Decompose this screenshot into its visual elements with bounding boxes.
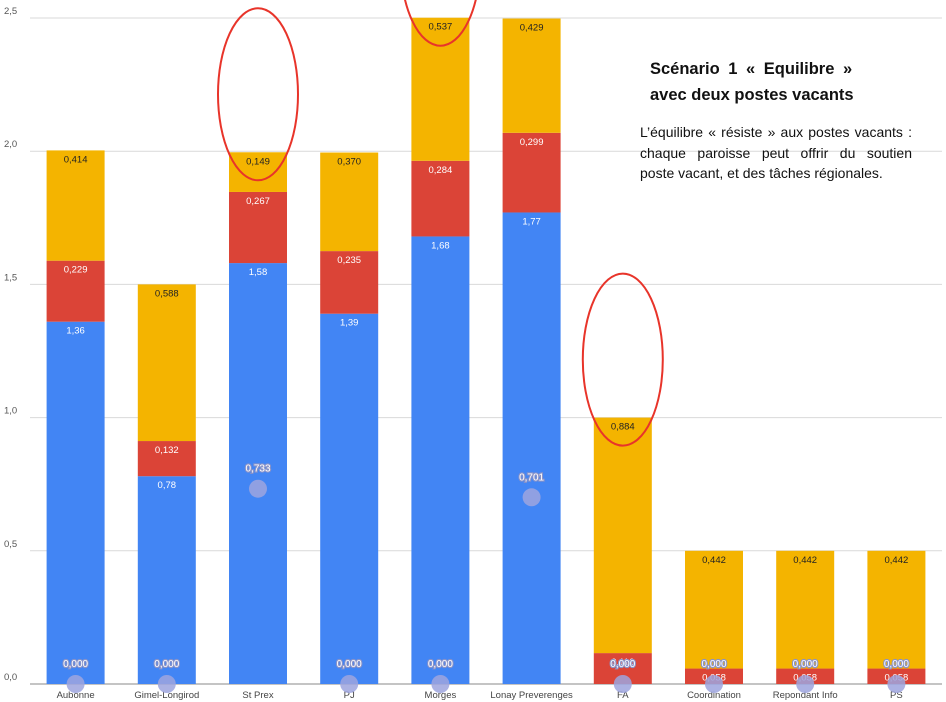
x-tick-label: Lonay Preverenges [490, 690, 573, 701]
data-label: 0,116 [611, 657, 634, 668]
marker-label: 0,000 [884, 659, 909, 670]
bar-segment [229, 152, 287, 192]
y-tick-label: 2,5 [4, 6, 17, 17]
annotation-title: Scénario 1 « Equilibre » avec deux poste… [650, 56, 912, 108]
bar-segment [411, 236, 470, 684]
marker-dot [887, 675, 906, 693]
marker-label: 0,000 [610, 659, 635, 670]
bar-segment [411, 160, 470, 237]
bar-segment [320, 152, 379, 252]
data-label: 0,267 [246, 196, 270, 207]
marker-label: 0,000 [63, 659, 88, 670]
annotation-title-line-2: avec deux postes vacants [650, 86, 854, 104]
annotation-box: Scénario 1 « Equilibre » avec deux poste… [640, 56, 912, 184]
data-label: 0,229 [64, 265, 88, 276]
bar-segment [776, 550, 835, 669]
marker-dot [613, 675, 632, 693]
data-label: 0,588 [155, 288, 179, 299]
marker-dot [157, 675, 176, 693]
highlight-ellipse [581, 272, 664, 447]
y-tick-label: 0,5 [4, 539, 17, 550]
bar-segment [46, 321, 105, 684]
data-label: 1,77 [522, 216, 541, 227]
bars: 1,36 0,229 0,414 0,78 0,132 0,588 1,58 0,267 0,1… [46, 17, 926, 685]
bar-segment [137, 476, 196, 684]
data-label: 0,414 [64, 154, 88, 165]
y-tick-label: 0,0 [4, 672, 17, 683]
bar-segment [502, 212, 561, 685]
data-label: 0,884 [611, 422, 635, 433]
data-label: 0,442 [793, 555, 817, 566]
x-tick-label: Morges [425, 690, 457, 701]
marker-label: 0,000 [428, 659, 453, 670]
x-tick-label: PJ [344, 690, 355, 701]
marker-label: 0,000 [701, 659, 726, 670]
data-label: 0,149 [246, 156, 270, 167]
data-label: 0,537 [429, 22, 453, 33]
bar-segment [137, 441, 196, 477]
bar-segment [411, 17, 470, 161]
y-tick-label: 1,0 [4, 406, 17, 417]
x-tick-label: Coordination [687, 690, 741, 701]
bar-segment [685, 550, 743, 669]
y-tick-label: 2,0 [4, 139, 17, 150]
data-label: 0,370 [337, 157, 361, 168]
marker-dot [705, 675, 723, 693]
y-axis: 0,0 0,5 1,0 1,5 2,0 2,5 [4, 6, 17, 683]
data-label: 0,235 [337, 255, 361, 266]
y-tick-label: 1,5 [4, 272, 17, 283]
data-label: 0,132 [155, 445, 179, 456]
bar-segment [320, 251, 379, 314]
marker-dot [796, 675, 815, 693]
marker-dot [340, 675, 359, 693]
bar-segment [229, 263, 287, 684]
marker-label: 0,701 [519, 472, 544, 483]
marker-label: 0,000 [154, 659, 179, 670]
data-label: 0,299 [520, 137, 544, 148]
bar-segment [502, 132, 561, 213]
data-label: 1,58 [249, 267, 268, 278]
data-label: 0,442 [885, 555, 909, 566]
bar-segment [137, 284, 196, 442]
data-label: 0,78 [158, 480, 177, 491]
marker-label: 0,000 [337, 659, 362, 670]
bar-segment [229, 191, 287, 264]
bar-segment [320, 313, 379, 684]
marker-label: 0,733 [245, 464, 270, 475]
marker-dot [249, 479, 267, 498]
annotation-body: L’équilibre « résiste » aux postes vacan… [640, 124, 912, 181]
x-tick-label: St Prex [242, 690, 273, 701]
x-tick-label: PS [890, 690, 903, 701]
annotation-title-line-1: Scénario 1 « Equilibre » [650, 60, 853, 78]
bar-segment [867, 550, 926, 669]
data-label: 0,429 [520, 23, 544, 34]
x-tick-label: FA [617, 690, 629, 701]
x-tick-label: Aubonne [57, 690, 95, 701]
marker-dot [66, 675, 85, 693]
bar-segment [46, 260, 105, 322]
highlight-ellipse [217, 7, 299, 182]
data-label: 0,442 [702, 555, 726, 566]
data-label: 1,68 [431, 240, 450, 251]
data-label: 1,36 [66, 326, 85, 337]
bar-segment [46, 150, 105, 261]
markers: 0,000 0,000 0,733 0,000 0,000 0,701 0,000 0,000… [62, 463, 910, 693]
marker-dot [522, 488, 541, 507]
bar-segment [593, 417, 652, 654]
marker-label: 0,000 [793, 659, 818, 670]
bar-segment [502, 18, 561, 133]
x-tick-label: Gimel-Longirod [134, 690, 199, 701]
x-tick-label: Repondant Info [773, 690, 838, 701]
data-label: 1,39 [340, 318, 359, 329]
highlight-ellipses [217, 0, 664, 447]
data-label: 0,284 [429, 165, 453, 176]
x-axis: Aubonne Gimel-Longirod St Prex PJ Morges Lona… [57, 690, 903, 701]
marker-dot [431, 675, 450, 693]
highlight-ellipse [404, 0, 477, 47]
